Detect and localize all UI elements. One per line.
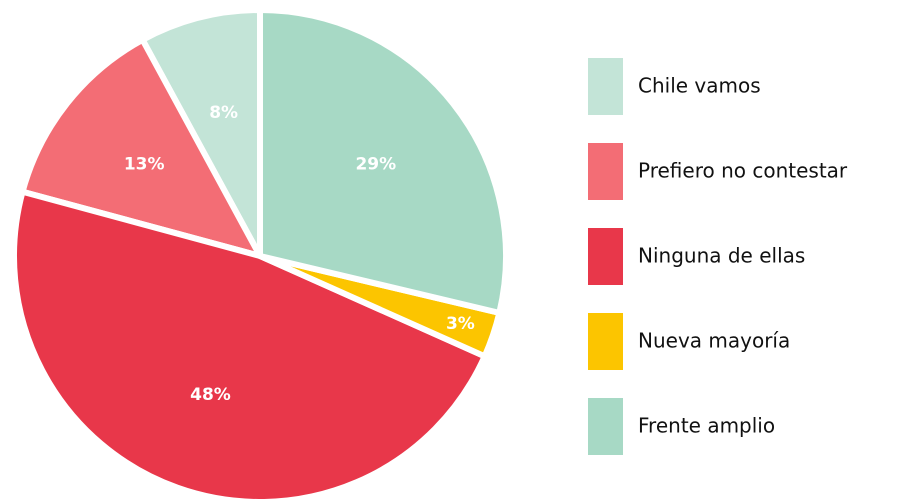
legend-swatch [588, 398, 623, 455]
legend-swatch [588, 143, 623, 200]
data-label: 13% [124, 154, 165, 174]
pie-slice [19, 36, 263, 259]
legend-label: Frente amplio [638, 414, 775, 438]
legend-swatch [588, 313, 623, 370]
data-label: 29% [355, 154, 396, 174]
legend-swatch [588, 228, 623, 285]
data-label: 48% [190, 385, 231, 405]
data-label: 3% [446, 314, 475, 334]
pie-slice [139, 7, 263, 259]
pie-slice [257, 7, 509, 316]
data-label: 8% [209, 103, 238, 123]
legend-label: Nueva mayoría [638, 329, 790, 353]
pie-slice [11, 188, 488, 499]
legend-label: Ninguna de ellas [638, 244, 805, 268]
legend-swatch [588, 58, 623, 115]
legend-label: Prefiero no contestar [638, 159, 848, 183]
legend-label: Chile vamos [638, 74, 761, 98]
